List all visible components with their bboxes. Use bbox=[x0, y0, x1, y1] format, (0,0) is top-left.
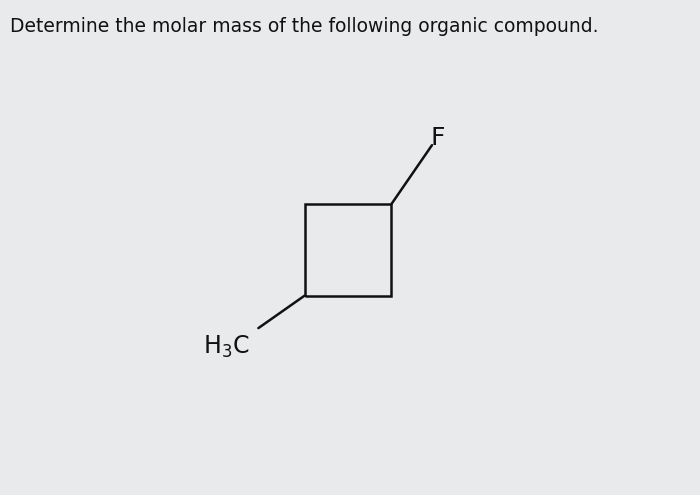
Text: F: F bbox=[430, 126, 444, 149]
Text: H$_3$C: H$_3$C bbox=[202, 334, 249, 360]
Text: Determine the molar mass of the following organic compound.: Determine the molar mass of the followin… bbox=[10, 17, 599, 36]
